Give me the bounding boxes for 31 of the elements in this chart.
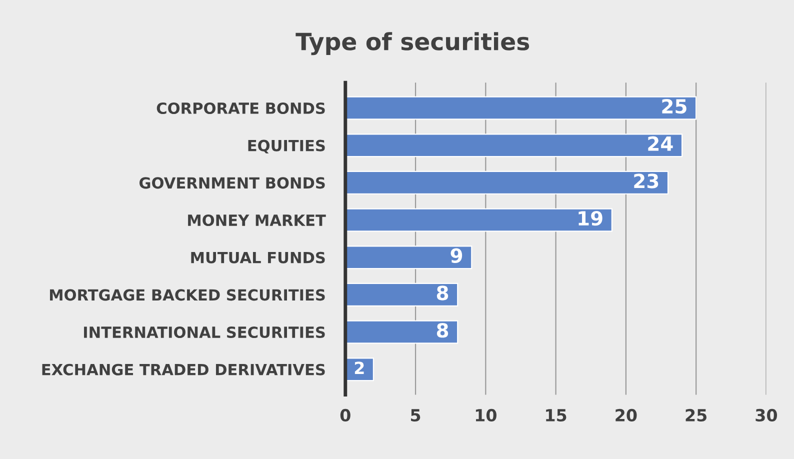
chart-title: Type of securities <box>296 32 530 56</box>
y-tick-label: MONEY MARKET <box>188 214 326 226</box>
y-tick-label: EXCHANGE TRADED DERIVATIVES <box>42 364 325 376</box>
bar <box>345 282 458 306</box>
bar <box>345 320 458 344</box>
x-tick-label: 15 <box>546 409 566 422</box>
data-label: 9 <box>450 248 462 263</box>
x-tick-label: 25 <box>686 408 707 422</box>
data-label: 2 <box>354 362 364 374</box>
bar <box>345 208 612 232</box>
data-label: 25 <box>662 98 686 114</box>
x-tick-label: 20 <box>616 408 637 422</box>
y-tick-label: MORTGAGE BACKED SECURITIES <box>50 289 325 301</box>
x-tick-label: 30 <box>756 408 778 422</box>
y-tick-label: MUTUAL FUNDS <box>191 252 325 264</box>
y-tick-label: GOVERNMENT BONDS <box>140 177 325 189</box>
y-tick-label: EQUITIES <box>248 140 325 154</box>
data-label: 8 <box>436 286 448 300</box>
x-tick-label: 0 <box>340 408 350 422</box>
y-tick-label: CORPORATE BONDS <box>156 102 325 114</box>
bar <box>345 246 472 270</box>
bar <box>345 170 669 194</box>
x-tick-label: 10 <box>476 408 496 422</box>
bar <box>345 134 683 158</box>
data-label: 19 <box>578 210 602 226</box>
data-label: 23 <box>634 174 658 188</box>
y-tick-label: INTERNATIONAL SECURITIES <box>84 326 325 338</box>
data-label: 24 <box>648 136 673 151</box>
data-label: 8 <box>436 322 448 338</box>
x-tick-label: 5 <box>411 409 420 422</box>
bar <box>345 96 697 120</box>
